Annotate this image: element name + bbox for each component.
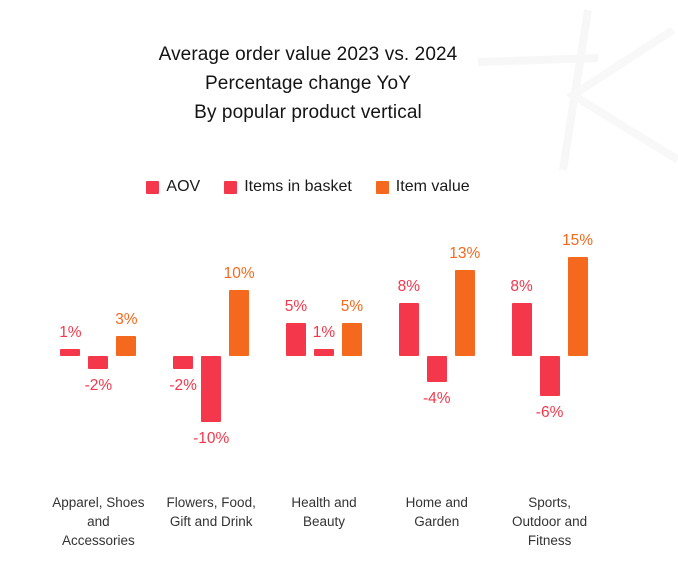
bar-item-value xyxy=(567,257,588,356)
category-label-line: Accessories xyxy=(62,533,135,548)
value-label: 8% xyxy=(397,278,420,296)
value-label: -6% xyxy=(535,403,564,421)
legend-item-aov: AOV xyxy=(146,178,200,196)
category-label-line: Beauty xyxy=(302,514,345,529)
legend-swatch-item-value xyxy=(375,180,389,194)
value-label: 10% xyxy=(223,265,255,282)
chart-title: Average order value 2023 vs. 2024 Percen… xyxy=(0,0,678,127)
bar-group-home-and-garden: 8% -4% 13% xyxy=(380,208,493,473)
bar-items-in-basket xyxy=(539,356,560,396)
bar-group-health-and-beauty: 5% 1% 5% xyxy=(268,208,381,473)
category-label-line: Home and xyxy=(405,495,468,510)
bar-aov xyxy=(511,303,532,356)
legend-item-item-value: Item value xyxy=(375,178,470,196)
legend-swatch-items-in-basket xyxy=(224,180,238,194)
legend-label: AOV xyxy=(166,178,201,195)
category-label-apparel-shoes-and-accessories: Apparel, Shoes and Accessories xyxy=(42,493,155,550)
value-label: 5% xyxy=(284,298,308,315)
bar-group-inner: 8% -6% 15% xyxy=(510,208,593,473)
category-label-line: Fitness xyxy=(527,533,572,548)
legend: AOV Items in basket Item value xyxy=(0,178,678,196)
value-label: -10% xyxy=(193,430,230,447)
category-label-line: and xyxy=(87,514,110,529)
bar-aov xyxy=(285,323,306,356)
title-line-2: Percentage change YoY xyxy=(205,73,411,94)
category-label-sports-outdoor-and-fitness: Sports, Outdoor and Fitness xyxy=(493,493,606,550)
bar-items-in-basket xyxy=(201,356,222,422)
bar-item-value xyxy=(454,270,475,356)
category-label-flowers-food-gift-and-drink: Flowers, Food, Gift and Drink xyxy=(155,493,268,550)
bar-aov xyxy=(398,303,419,356)
value-label: 3% xyxy=(115,311,138,329)
category-label-line: Garden xyxy=(414,514,460,529)
title-line-3: By popular product vertical xyxy=(194,102,422,123)
legend-item-items-in-basket: Items in basket xyxy=(224,178,352,196)
value-label: -2% xyxy=(84,377,113,395)
bar-items-in-basket xyxy=(426,356,447,383)
bar-group-flowers-food-gift-and-drink: -2% -10% 10% xyxy=(155,208,268,473)
category-label-line: Sports, xyxy=(528,495,571,510)
category-label-line: Apparel, Shoes xyxy=(52,495,145,510)
category-label-line: Health and xyxy=(291,495,357,510)
bar-item-value xyxy=(229,290,250,356)
legend-label: Items in basket xyxy=(244,178,352,195)
bar-item-value xyxy=(116,336,137,356)
value-label: 5% xyxy=(340,298,364,315)
category-label-health-and-beauty: Health and Beauty xyxy=(268,493,381,550)
value-label: 15% xyxy=(562,232,594,249)
bar-group-inner: 5% 1% 5% xyxy=(285,208,363,473)
bar-group-sports-outdoor-and-fitness: 8% -6% 15% xyxy=(493,208,606,473)
bar-chart-plot-area: 1% -2% 3% -2% -10% 10% 5% 1% 5% 8% -4% 13% 8% -6% 15% xyxy=(0,208,678,473)
bar-group-apparel-shoes-and-accessories: 1% -2% 3% xyxy=(42,208,155,473)
value-label: 8% xyxy=(510,278,533,296)
legend-swatch-aov xyxy=(146,180,160,194)
bar-items-in-basket xyxy=(313,349,334,356)
category-label-line: Flowers, Food, xyxy=(166,495,256,510)
value-label: -4% xyxy=(422,390,451,408)
category-label-line: Gift and Drink xyxy=(169,514,253,529)
bar-group-inner: -2% -10% 10% xyxy=(169,208,254,473)
value-label: 1% xyxy=(59,324,82,342)
value-label: 1% xyxy=(312,324,336,342)
bar-item-value xyxy=(341,323,362,356)
category-axis: Apparel, Shoes and Accessories Flowers, Foo… xyxy=(0,493,678,550)
value-label: -2% xyxy=(169,377,197,395)
bar-group-inner: 1% -2% 3% xyxy=(59,208,137,473)
bar-aov xyxy=(173,356,194,370)
bar-group-inner: 8% -4% 13% xyxy=(398,208,481,473)
bar-items-in-basket xyxy=(88,356,109,370)
bar-aov xyxy=(60,349,81,356)
category-label-home-and-garden: Home and Garden xyxy=(380,493,493,550)
category-label-line: Outdoor and xyxy=(512,514,588,529)
value-label: 13% xyxy=(449,245,481,263)
legend-label: Item value xyxy=(395,178,470,195)
title-line-1: Average order value 2023 vs. 2024 xyxy=(158,44,458,65)
